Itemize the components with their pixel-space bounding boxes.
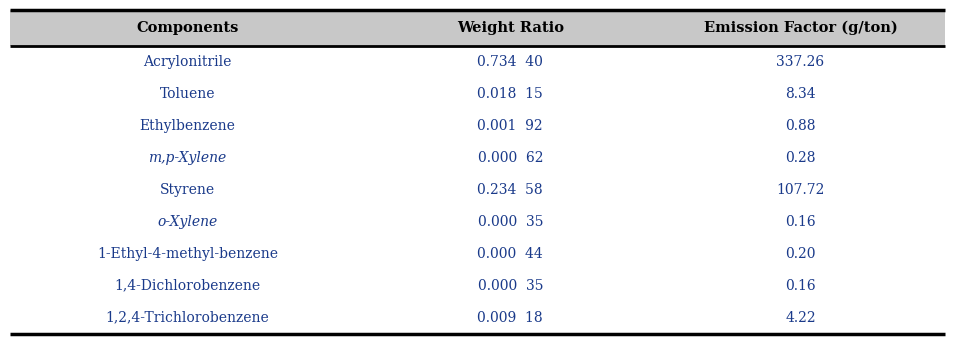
Text: Weight Ratio: Weight Ratio (456, 21, 563, 35)
Text: 1,2,4-Trichlorobenzene: 1,2,4-Trichlorobenzene (105, 311, 269, 325)
Text: 0.000  62: 0.000 62 (478, 151, 543, 165)
Text: 0.16: 0.16 (785, 215, 816, 229)
Text: 337.26: 337.26 (776, 55, 824, 69)
Text: 0.001  92: 0.001 92 (478, 119, 543, 133)
Text: Acrylonitrile: Acrylonitrile (143, 55, 231, 69)
Text: Ethylbenzene: Ethylbenzene (139, 119, 235, 133)
Text: Components: Components (137, 21, 239, 35)
Text: Emission Factor (g/ton): Emission Factor (g/ton) (704, 21, 898, 35)
Text: 0.734  40: 0.734 40 (478, 55, 543, 69)
Text: 0.88: 0.88 (785, 119, 816, 133)
Text: 0.20: 0.20 (785, 247, 816, 261)
Text: 0.009  18: 0.009 18 (478, 311, 543, 325)
Text: 0.000  35: 0.000 35 (478, 215, 543, 229)
Text: m,p-Xylene: m,p-Xylene (148, 151, 226, 165)
Text: 107.72: 107.72 (776, 183, 824, 197)
Text: 1-Ethyl-4-methyl-benzene: 1-Ethyl-4-methyl-benzene (96, 247, 278, 261)
Text: 0.000  35: 0.000 35 (478, 279, 543, 293)
Text: Toluene: Toluene (159, 87, 215, 101)
Text: 0.000  44: 0.000 44 (478, 247, 543, 261)
Bar (10, 10, 945, 46)
Text: 0.234  58: 0.234 58 (478, 183, 543, 197)
Text: 0.28: 0.28 (785, 151, 816, 165)
Text: o-Xylene: o-Xylene (158, 215, 218, 229)
Text: 4.22: 4.22 (785, 311, 816, 325)
Text: 0.018  15: 0.018 15 (478, 87, 543, 101)
Text: Styrene: Styrene (159, 183, 215, 197)
Text: 0.16: 0.16 (785, 279, 816, 293)
Text: 1,4-Dichlorobenzene: 1,4-Dichlorobenzene (115, 279, 261, 293)
Text: 8.34: 8.34 (785, 87, 816, 101)
